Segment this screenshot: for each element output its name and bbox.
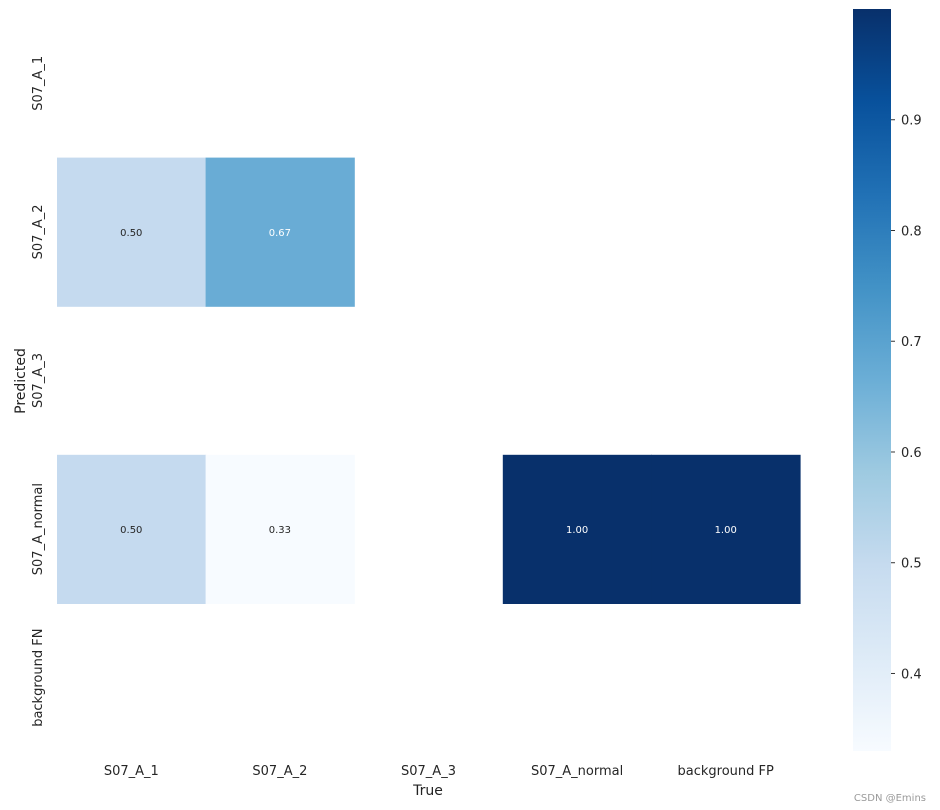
heatmap-cell-label: 0.33 [269, 525, 291, 536]
colorbar-tick-label: 0.8 [901, 224, 922, 239]
colorbar-tick-label: 0.7 [901, 335, 922, 350]
heatmap-cell-label: 0.50 [120, 228, 142, 239]
x-axis-tick-labels: S07_A_1 S07_A_2 S07_A_3 S07_A_normal backgro… [104, 764, 774, 779]
y-tick-label: S07_A_1 [31, 56, 46, 111]
y-tick-label: S07_A_3 [31, 353, 46, 408]
heatmap-cell [651, 454, 801, 604]
heatmap-cell-labels: 0.50 0.67 0.50 0.33 1.00 1.00 [120, 228, 737, 536]
heatmap-cells [57, 157, 801, 604]
colorbar [853, 9, 891, 751]
x-tick-label: S07_A_1 [104, 764, 159, 779]
x-tick-label: S07_A_2 [252, 764, 307, 779]
y-tick-label: S07_A_normal [31, 483, 46, 575]
heatmap-cell-label: 0.50 [120, 525, 142, 536]
colorbar-tick-label: 0.4 [901, 667, 922, 682]
heatmap-cell [57, 157, 207, 307]
heatmap-cell [502, 454, 652, 604]
heatmap-cell [57, 454, 207, 604]
y-tick-label: S07_A_2 [31, 204, 46, 259]
heatmap-cell-label: 0.67 [269, 228, 291, 239]
y-axis-label: Predicted [13, 348, 29, 414]
y-tick-label: background FN [31, 629, 46, 727]
heatmap-cell-label: 1.00 [566, 525, 588, 536]
heatmap-cell [205, 157, 355, 307]
x-tick-label: S07_A_3 [401, 764, 456, 779]
heatmap-cell [205, 454, 355, 604]
watermark: CSDN @Emins [853, 793, 926, 804]
x-axis-label: True [412, 783, 443, 799]
x-tick-label: background FP [678, 764, 774, 779]
y-axis-tick-labels: S07_A_1 S07_A_2 S07_A_3 S07_A_normalbackgro… [31, 56, 46, 727]
x-tick-label: S07_A_normal [531, 764, 623, 779]
colorbar-tick-labels: 0.4 0.5 0.6 0.7 0.8 0.9 [891, 114, 922, 682]
colorbar-tick-label: 0.5 [901, 557, 922, 572]
heatmap-cell-label: 1.00 [715, 525, 737, 536]
colorbar-tick-label: 0.6 [901, 446, 922, 461]
colorbar-tick-label: 0.9 [901, 114, 922, 129]
